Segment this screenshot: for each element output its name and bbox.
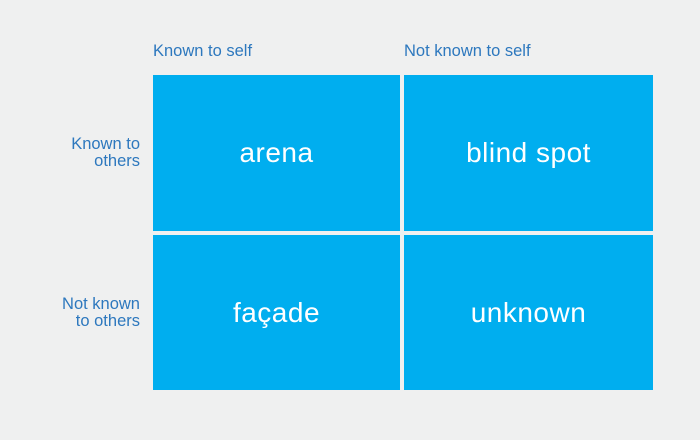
column-header-known-to-self: Known to self <box>153 42 253 60</box>
column-header-not-known-to-self: Not known to self <box>404 42 531 60</box>
quadrant-grid: arena blind spot façade unknown <box>153 75 653 390</box>
quadrant-facade: façade <box>153 235 400 390</box>
row-header-not-known-to-others: Not known to others <box>62 294 140 330</box>
quadrant-unknown: unknown <box>404 235 653 390</box>
quadrant-blind-spot: blind spot <box>404 75 653 231</box>
quadrant-arena: arena <box>153 75 400 231</box>
row-header-known-to-others: Known to others <box>71 135 140 170</box>
